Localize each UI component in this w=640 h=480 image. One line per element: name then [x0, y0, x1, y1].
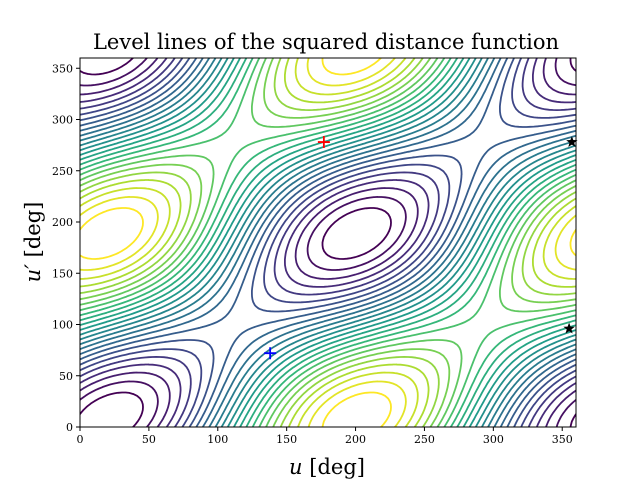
- x-axis-unit: [deg]: [303, 455, 365, 479]
- contour-level-14: [80, 58, 576, 427]
- contour-level-13: [80, 58, 576, 427]
- contour-level-25: [80, 58, 576, 427]
- maximum-marker: [317, 136, 330, 149]
- critical-point-star-1: [566, 136, 578, 147]
- contour-level-21: [80, 58, 576, 427]
- y-tick-label: 100: [52, 319, 73, 332]
- x-tick-label: 300: [483, 433, 504, 446]
- x-tick-label: 150: [276, 433, 297, 446]
- plot-frame: [79, 57, 577, 428]
- x-tick-label: 250: [414, 433, 435, 446]
- x-axis-symbol: u: [289, 455, 303, 479]
- y-tick-label: 200: [52, 216, 73, 229]
- contour-level-12: [80, 58, 576, 427]
- y-axis-label: u′ [deg]: [21, 202, 45, 283]
- y-tick-label: 250: [52, 165, 73, 178]
- critical-point-star-2: [563, 322, 575, 334]
- contour-level-9: [80, 58, 576, 427]
- y-tick-label: 150: [52, 267, 73, 280]
- contour-lines: [80, 58, 576, 427]
- contour-level-20: [80, 58, 576, 427]
- chart-title: Level lines of the squared distance func…: [93, 30, 559, 54]
- minimum-marker: [264, 347, 277, 360]
- x-tick-label: 0: [77, 433, 84, 446]
- contour-level-23: [80, 58, 576, 427]
- x-tick-label: 100: [207, 433, 228, 446]
- x-tick-label: 200: [345, 433, 366, 446]
- y-tick-label: 350: [52, 62, 73, 75]
- x-axis-label: u [deg]: [289, 455, 365, 479]
- y-tick-label: 50: [59, 370, 73, 383]
- contour-level-11: [80, 58, 576, 427]
- contour-level-22: [80, 58, 576, 427]
- y-axis: 0 50 100 150 200 250 300 350: [52, 62, 80, 434]
- contour-level-7: [80, 58, 576, 427]
- contour-level-2: [80, 58, 576, 427]
- contour-level-16: [80, 58, 576, 427]
- x-tick-label: 50: [142, 433, 156, 446]
- contour-level-4: [80, 58, 576, 427]
- y-tick-label: 0: [66, 421, 73, 434]
- markers: [264, 136, 578, 360]
- contour-level-3: [80, 58, 576, 427]
- y-axis-symbol: u′: [21, 264, 45, 283]
- y-tick-label: 300: [52, 114, 73, 127]
- x-tick-label: 350: [552, 433, 573, 446]
- contour-level-19: [80, 58, 576, 427]
- contour-level-8: [80, 58, 576, 427]
- y-axis-unit: [deg]: [21, 202, 45, 264]
- contour-level-17: [80, 58, 576, 427]
- x-axis: 0 50 100 150 200 250 300 350: [77, 427, 573, 446]
